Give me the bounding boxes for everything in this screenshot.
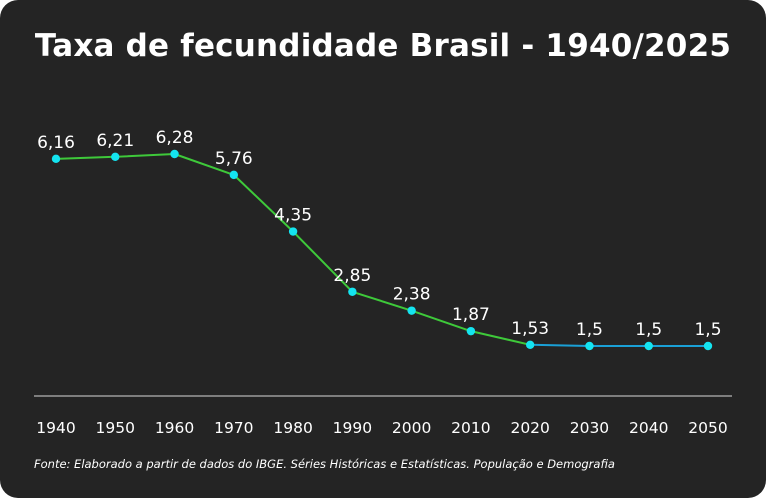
x-tick-2010: 2010	[451, 419, 490, 437]
x-tick-1950: 1950	[96, 419, 135, 437]
projection-segment	[529, 343, 591, 347]
series-segment	[232, 173, 295, 233]
x-tick-2050: 2050	[688, 419, 727, 437]
data-point-1950[interactable]	[111, 152, 120, 162]
series-lines	[55, 153, 709, 347]
data-point-2050[interactable]	[703, 341, 713, 351]
x-tick-1990: 1990	[333, 419, 372, 437]
series-segment	[410, 309, 472, 333]
source-note: Fonte: Elaborado a partir de dados do IB…	[34, 457, 615, 471]
series-segment	[55, 155, 117, 160]
data-point-2020[interactable]	[525, 340, 535, 349]
data-label-2010: 1,87	[452, 305, 490, 325]
data-label-1990: 2,85	[333, 266, 371, 286]
data-label-1940: 6,16	[37, 133, 75, 153]
x-tick-1970: 1970	[214, 419, 253, 437]
data-point-1980[interactable]	[288, 227, 298, 236]
data-label-1960: 6,28	[156, 128, 194, 148]
data-label-1970: 5,76	[215, 149, 253, 169]
series-segment	[469, 330, 532, 346]
x-tick-2030: 2030	[570, 419, 609, 437]
data-point-2010[interactable]	[466, 326, 476, 336]
data-point-2040[interactable]	[644, 341, 653, 351]
x-tick-1960: 1960	[155, 419, 194, 437]
series-segment	[173, 153, 235, 176]
data-label-2040: 1,5	[635, 320, 662, 340]
series-segment	[114, 153, 176, 158]
series-segment	[292, 230, 354, 293]
data-label-2000: 2,38	[393, 285, 431, 305]
data-label-1950: 6,21	[96, 131, 134, 151]
x-tick-2000: 2000	[392, 419, 431, 437]
data-label-1980: 4,35	[274, 206, 312, 226]
data-point-1990[interactable]	[348, 287, 357, 296]
series-segment	[351, 290, 413, 312]
chart-title: Taxa de fecundidade Brasil - 1940/2025	[34, 28, 732, 64]
x-tick-2020: 2020	[510, 419, 549, 437]
data-points	[51, 149, 713, 351]
data-label-2020: 1,53	[511, 319, 549, 339]
data-point-2030[interactable]	[585, 341, 594, 351]
data-point-2000[interactable]	[407, 306, 416, 315]
data-label-2050: 1,5	[694, 320, 721, 340]
data-labels: 6,16 6,21 6,28 5,76 4,35 2,85 2,38 1,87 1,53 1,5 1…	[37, 128, 721, 340]
data-point-1960[interactable]	[170, 149, 179, 159]
x-tick-1940: 1940	[36, 419, 75, 437]
data-label-2030: 1,5	[576, 320, 603, 340]
data-point-1970[interactable]	[229, 170, 239, 180]
x-tick-labels: 1940 1950 1960 1970 1980 1990 2000 2010 2020 2030…	[36, 419, 727, 437]
data-point-1940[interactable]	[51, 154, 61, 164]
x-tick-1980: 1980	[273, 419, 312, 437]
x-tick-2040: 2040	[629, 419, 668, 437]
